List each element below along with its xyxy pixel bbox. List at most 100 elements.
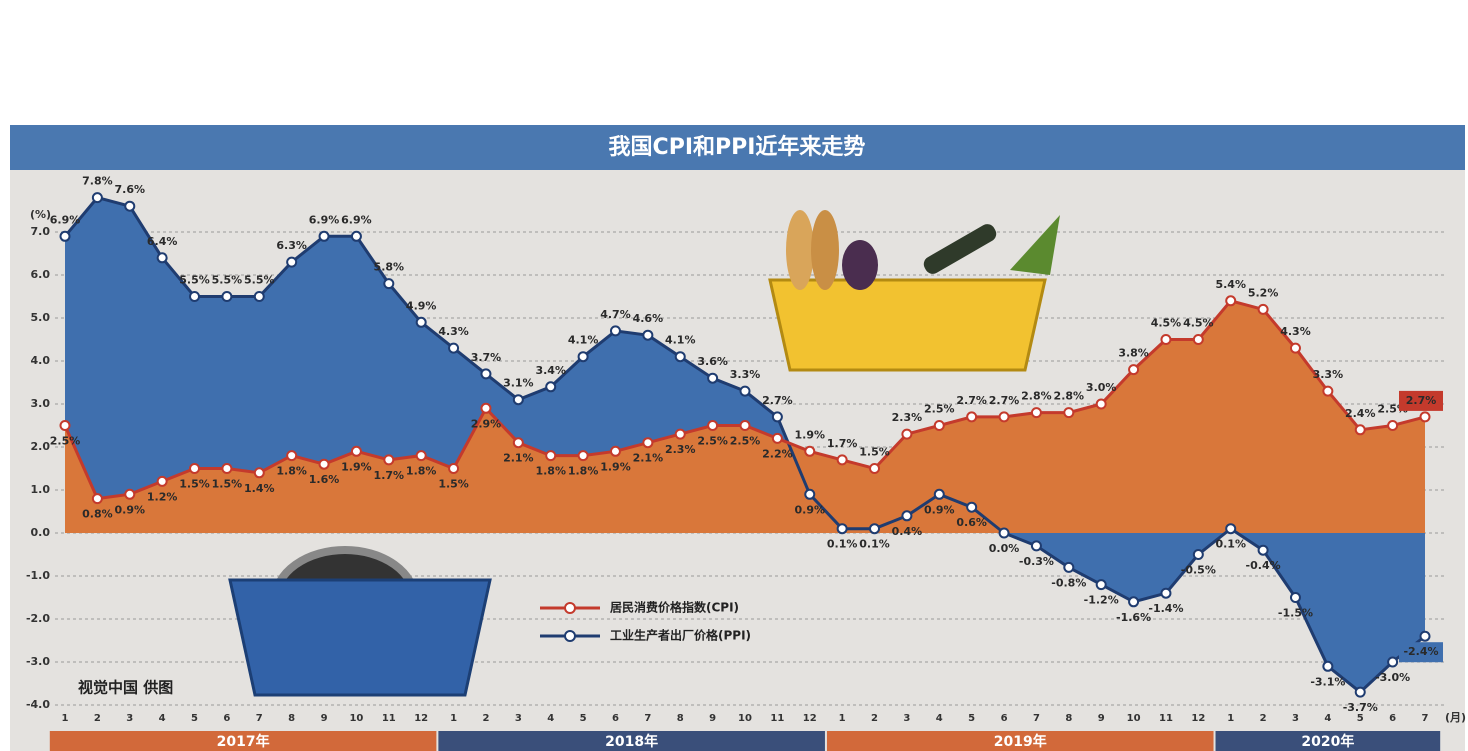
data-point [1387, 420, 1399, 431]
value-label: 2.3% [665, 443, 696, 456]
value-label: -1.4% [1148, 602, 1183, 615]
data-point [1322, 385, 1334, 397]
data-point [966, 501, 978, 513]
x-tick-label: 2 [94, 713, 101, 724]
data-point [609, 445, 621, 457]
y-tick-label: -4.0 [26, 698, 50, 711]
value-label: -2.4% [1403, 645, 1438, 658]
data-point [91, 192, 103, 204]
year-band [1215, 731, 1441, 751]
data-point [1160, 587, 1172, 599]
data-point [480, 402, 492, 414]
x-tick-label: 7 [1033, 713, 1040, 724]
value-label: 0.9% [795, 503, 826, 516]
value-label: -0.5% [1181, 564, 1216, 577]
data-point [836, 523, 848, 535]
data-point [350, 230, 362, 242]
data-point [286, 256, 298, 268]
x-tick-label: 7 [1422, 713, 1429, 724]
value-label: 5.2% [1248, 286, 1279, 299]
value-label: 1.5% [179, 478, 210, 491]
data-point [869, 523, 881, 535]
data-point [1192, 334, 1204, 345]
value-label: 4.3% [1280, 325, 1311, 338]
data-point [124, 200, 136, 212]
data-point [771, 411, 783, 423]
data-point [221, 291, 233, 302]
x-tick-label: 12 [803, 713, 817, 724]
data-point [804, 445, 816, 457]
y-tick-label: -2.0 [26, 612, 50, 625]
data-point [253, 291, 265, 302]
x-tick-label: 3 [515, 713, 522, 724]
x-tick-label: 10 [1127, 713, 1141, 724]
x-tick-label: 4 [1324, 713, 1331, 724]
value-label: 0.9% [115, 503, 146, 516]
data-point [642, 437, 654, 449]
value-label: 3.3% [1313, 368, 1344, 381]
value-label: 1.5% [859, 446, 890, 459]
data-point [933, 420, 945, 431]
value-label: 1.8% [406, 465, 437, 478]
data-point [1063, 561, 1075, 573]
x-tick-label: 9 [709, 713, 716, 724]
data-point [577, 351, 589, 363]
y-tick-label: 3.0 [31, 397, 51, 410]
data-point [707, 420, 719, 431]
credit: 视觉中国 供图 [78, 679, 173, 697]
data-point [1095, 398, 1107, 410]
x-tick-label: 1 [839, 713, 846, 724]
data-point [1257, 544, 1269, 556]
data-point [1289, 592, 1301, 603]
x-tick-label: 7 [256, 713, 263, 724]
data-point [415, 450, 427, 462]
data-point [189, 463, 201, 474]
callout-box [1399, 390, 1443, 411]
value-label: 4.3% [438, 325, 469, 338]
value-label: 1.9% [341, 460, 372, 473]
value-label: 3.1% [503, 377, 534, 390]
y-tick-label: 5.0 [31, 311, 51, 324]
x-tick-label: 6 [1389, 713, 1396, 724]
value-label: 0.0% [989, 542, 1020, 555]
year-label: 2020年 [1301, 733, 1354, 750]
x-tick-label: 6 [612, 713, 619, 724]
data-point [124, 488, 136, 500]
x-tick-label: 2 [871, 713, 878, 724]
value-label: 2.9% [471, 417, 502, 430]
value-label: -0.8% [1051, 576, 1086, 589]
value-label: 3.3% [730, 368, 761, 381]
x-tick-label: 8 [288, 713, 295, 724]
x-tick-label: 4 [547, 713, 554, 724]
value-label: 1.5% [212, 478, 243, 491]
data-point [1128, 596, 1140, 608]
y-tick-label: -3.0 [26, 655, 50, 668]
y-tick-label: 0.0 [31, 526, 51, 539]
data-point [156, 475, 168, 487]
value-label: -1.2% [1084, 594, 1119, 607]
value-label: 3.6% [697, 355, 728, 368]
x-unit-label: (月) [1445, 711, 1466, 724]
data-point [1419, 411, 1431, 423]
data-point [1192, 549, 1204, 560]
title-banner [10, 125, 1465, 170]
value-label: 3.0% [1086, 381, 1117, 394]
value-label: 6.9% [341, 213, 372, 226]
x-tick-label: 2 [1260, 713, 1267, 724]
data-point [512, 394, 524, 406]
value-label: 5.4% [1215, 278, 1246, 291]
x-tick-label: 3 [903, 713, 910, 724]
x-tick-label: 11 [1159, 713, 1173, 724]
data-point [1160, 334, 1172, 345]
value-label: 1.7% [827, 437, 858, 450]
x-tick-label: 10 [738, 713, 752, 724]
x-tick-label: 5 [1357, 713, 1364, 724]
value-label: 2.1% [633, 452, 664, 465]
y-tick-label: -1.0 [26, 569, 50, 582]
x-tick-label: 1 [62, 713, 69, 724]
data-point [1030, 407, 1042, 419]
value-label: 6.3% [276, 239, 307, 252]
y-tick-label: 6.0 [31, 268, 51, 281]
value-label: 1.2% [147, 490, 178, 503]
